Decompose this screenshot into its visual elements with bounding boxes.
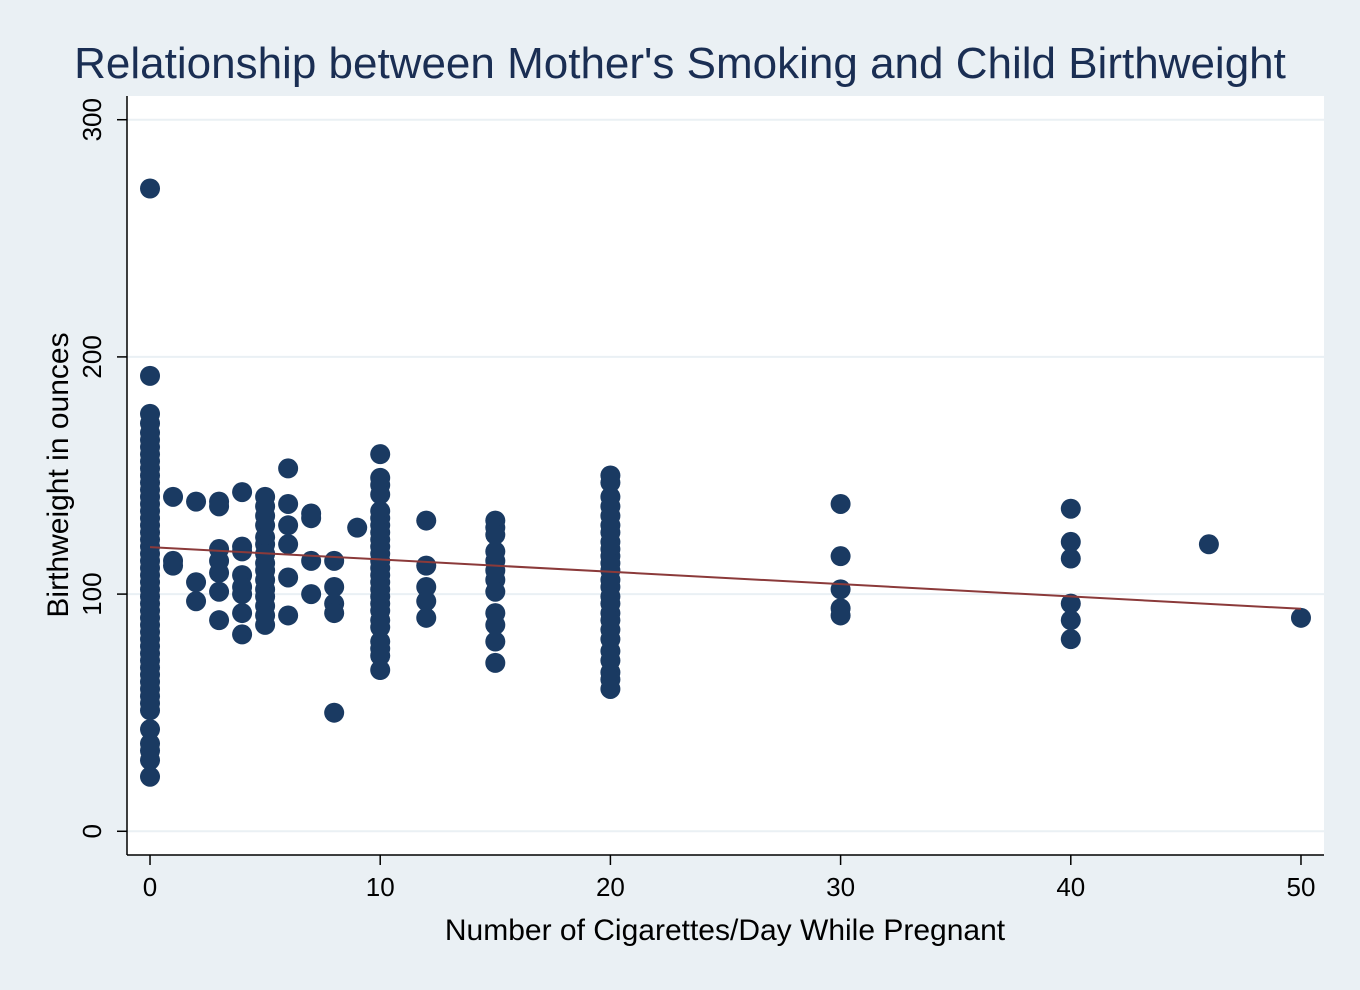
data-point <box>324 702 345 723</box>
data-point <box>301 584 322 605</box>
x-tick-label: 50 <box>1287 872 1316 902</box>
data-point <box>140 365 161 386</box>
data-point <box>416 576 437 597</box>
y-tick-label: 0 <box>77 824 107 838</box>
data-point <box>370 444 391 465</box>
data-point <box>370 617 391 638</box>
data-point <box>232 584 253 605</box>
data-point <box>370 645 391 666</box>
data-point <box>278 493 299 514</box>
y-axis-title: Birthweight in ounces <box>42 332 75 617</box>
data-point <box>140 719 161 740</box>
data-point <box>278 605 299 626</box>
data-point <box>140 700 161 721</box>
x-tick-label: 20 <box>596 872 625 902</box>
data-point <box>1060 610 1081 631</box>
data-point <box>370 659 391 680</box>
data-point <box>324 550 345 571</box>
data-point <box>232 624 253 645</box>
data-point <box>416 510 437 531</box>
data-point <box>140 750 161 771</box>
chart-title: Relationship between Mother's Smoking an… <box>74 39 1286 88</box>
data-point <box>209 581 230 602</box>
data-point <box>485 652 506 673</box>
axis-ticks: 0 100 200 300 0 10 20 30 40 50 <box>77 98 1315 902</box>
data-point <box>416 591 437 612</box>
data-point <box>830 493 851 514</box>
data-point <box>278 567 299 588</box>
data-point <box>186 491 207 512</box>
data-point <box>485 524 506 545</box>
y-tick-label: 100 <box>77 572 107 615</box>
plot-area <box>127 96 1324 855</box>
data-point <box>600 472 621 493</box>
x-tick-label: 30 <box>826 872 855 902</box>
data-point <box>163 555 184 576</box>
x-tick-label: 40 <box>1056 872 1085 902</box>
grid-lines <box>127 118 1324 833</box>
data-point <box>163 486 184 507</box>
data-point <box>1060 531 1081 552</box>
y-tick-label: 200 <box>77 335 107 378</box>
data-point <box>278 458 299 479</box>
data-point <box>830 605 851 626</box>
data-point <box>830 579 851 600</box>
data-point <box>1060 548 1081 569</box>
x-tick-label: 10 <box>366 872 395 902</box>
data-point <box>485 614 506 635</box>
data-point <box>830 546 851 567</box>
data-point <box>485 631 506 652</box>
data-point <box>301 508 322 529</box>
data-point <box>485 581 506 602</box>
data-point <box>140 178 161 199</box>
data-point <box>1060 629 1081 650</box>
y-tick-label: 300 <box>77 98 107 141</box>
data-point <box>1060 593 1081 614</box>
data-point <box>209 610 230 631</box>
data-point <box>416 555 437 576</box>
fit-line <box>149 546 1302 610</box>
data-point <box>140 766 161 787</box>
data-point <box>600 678 621 699</box>
data-point <box>278 515 299 536</box>
data-point <box>301 550 322 571</box>
data-point <box>209 496 230 517</box>
data-point <box>347 517 368 538</box>
data-point <box>416 607 437 628</box>
data-points <box>140 178 1311 787</box>
data-point <box>209 562 230 583</box>
data-point <box>278 534 299 555</box>
data-point <box>186 572 207 593</box>
x-axis-title: Number of Cigarettes/Day While Pregnant <box>445 914 1006 947</box>
data-point <box>1060 498 1081 519</box>
data-point <box>232 482 253 503</box>
data-point <box>324 576 345 597</box>
data-point <box>232 603 253 624</box>
x-tick-label: 0 <box>143 872 157 902</box>
data-point <box>186 591 207 612</box>
data-point <box>324 603 345 624</box>
data-point <box>1198 534 1219 555</box>
data-point <box>255 614 276 635</box>
data-point <box>370 484 391 505</box>
data-point <box>1290 607 1311 628</box>
